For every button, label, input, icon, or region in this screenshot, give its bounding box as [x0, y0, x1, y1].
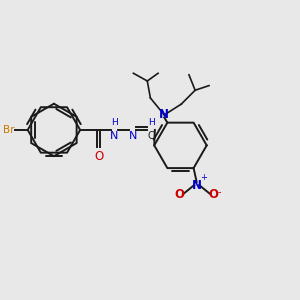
Text: N: N	[128, 131, 137, 142]
Text: -: -	[218, 187, 221, 197]
Text: O: O	[175, 188, 185, 201]
Text: Br: Br	[3, 125, 15, 135]
Text: O: O	[94, 150, 103, 163]
Text: C: C	[148, 131, 154, 142]
Text: O: O	[209, 188, 219, 201]
Text: N: N	[110, 131, 118, 142]
Text: +: +	[200, 173, 207, 182]
Text: H: H	[111, 118, 118, 127]
Text: H: H	[148, 118, 154, 127]
Text: N: N	[192, 178, 202, 192]
Text: N: N	[159, 108, 169, 122]
